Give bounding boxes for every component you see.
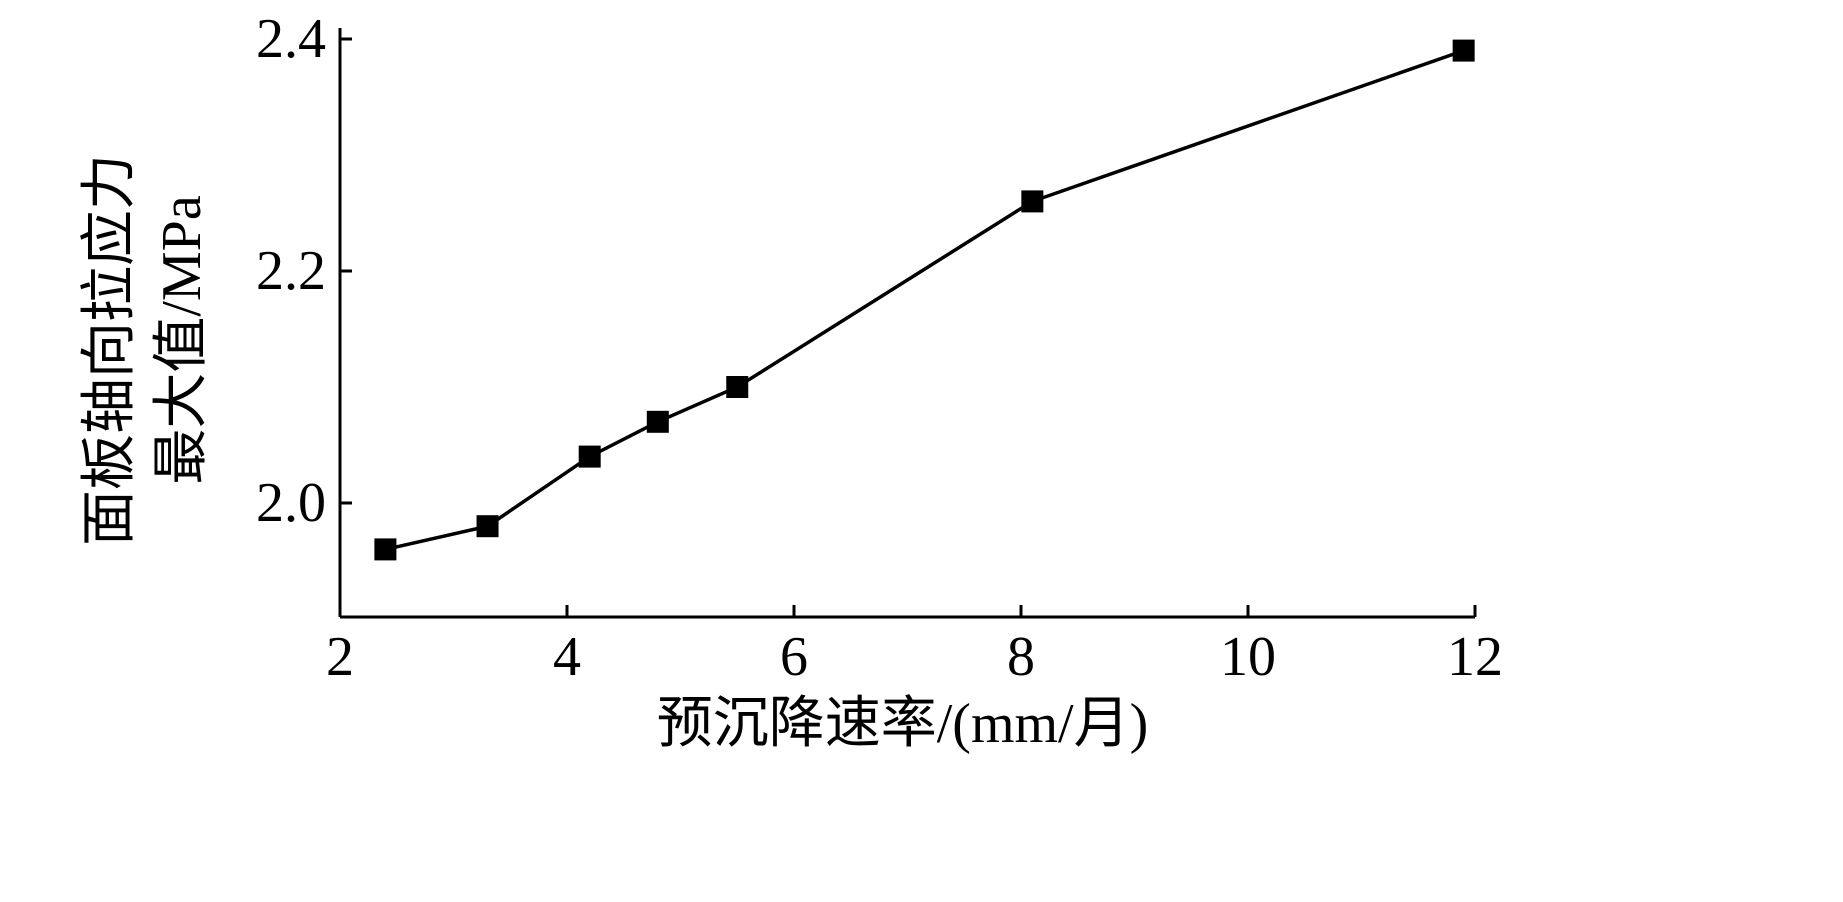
- x-axis-title: 预沉降速率/(mm/月): [657, 693, 1149, 755]
- data-point-marker: [646, 410, 669, 433]
- data-point-marker: [476, 515, 499, 538]
- x-tick-label: 8: [1007, 626, 1035, 688]
- axes: [338, 28, 1475, 619]
- data-point-marker: [374, 538, 397, 561]
- y-ticks: 2.0 2.2 2.4: [256, 8, 352, 534]
- series-layer: [374, 39, 1475, 561]
- data-point-marker: [1021, 190, 1044, 213]
- series-line: [385, 48, 1465, 552]
- x-tick-label: 10: [1220, 626, 1276, 688]
- y-tick-label: 2.0: [256, 472, 326, 534]
- x-tick-label: 12: [1447, 626, 1503, 688]
- y-axis-title-line-2: 最大值/MPa: [151, 195, 213, 484]
- data-point-marker: [1452, 39, 1475, 62]
- data-point-marker: [578, 445, 601, 468]
- y-tick-label: 2.2: [256, 240, 326, 302]
- x-tick-label: 4: [553, 626, 581, 688]
- data-point-marker: [726, 376, 749, 398]
- x-ticks: 2 4 6 8 10 12: [326, 605, 1503, 688]
- y-axis-title-line-1: 面板轴向拉应力: [79, 154, 141, 546]
- x-tick-label: 6: [780, 626, 808, 688]
- y-tick-label: 2.4: [256, 8, 326, 70]
- x-tick-label: 2: [326, 626, 354, 688]
